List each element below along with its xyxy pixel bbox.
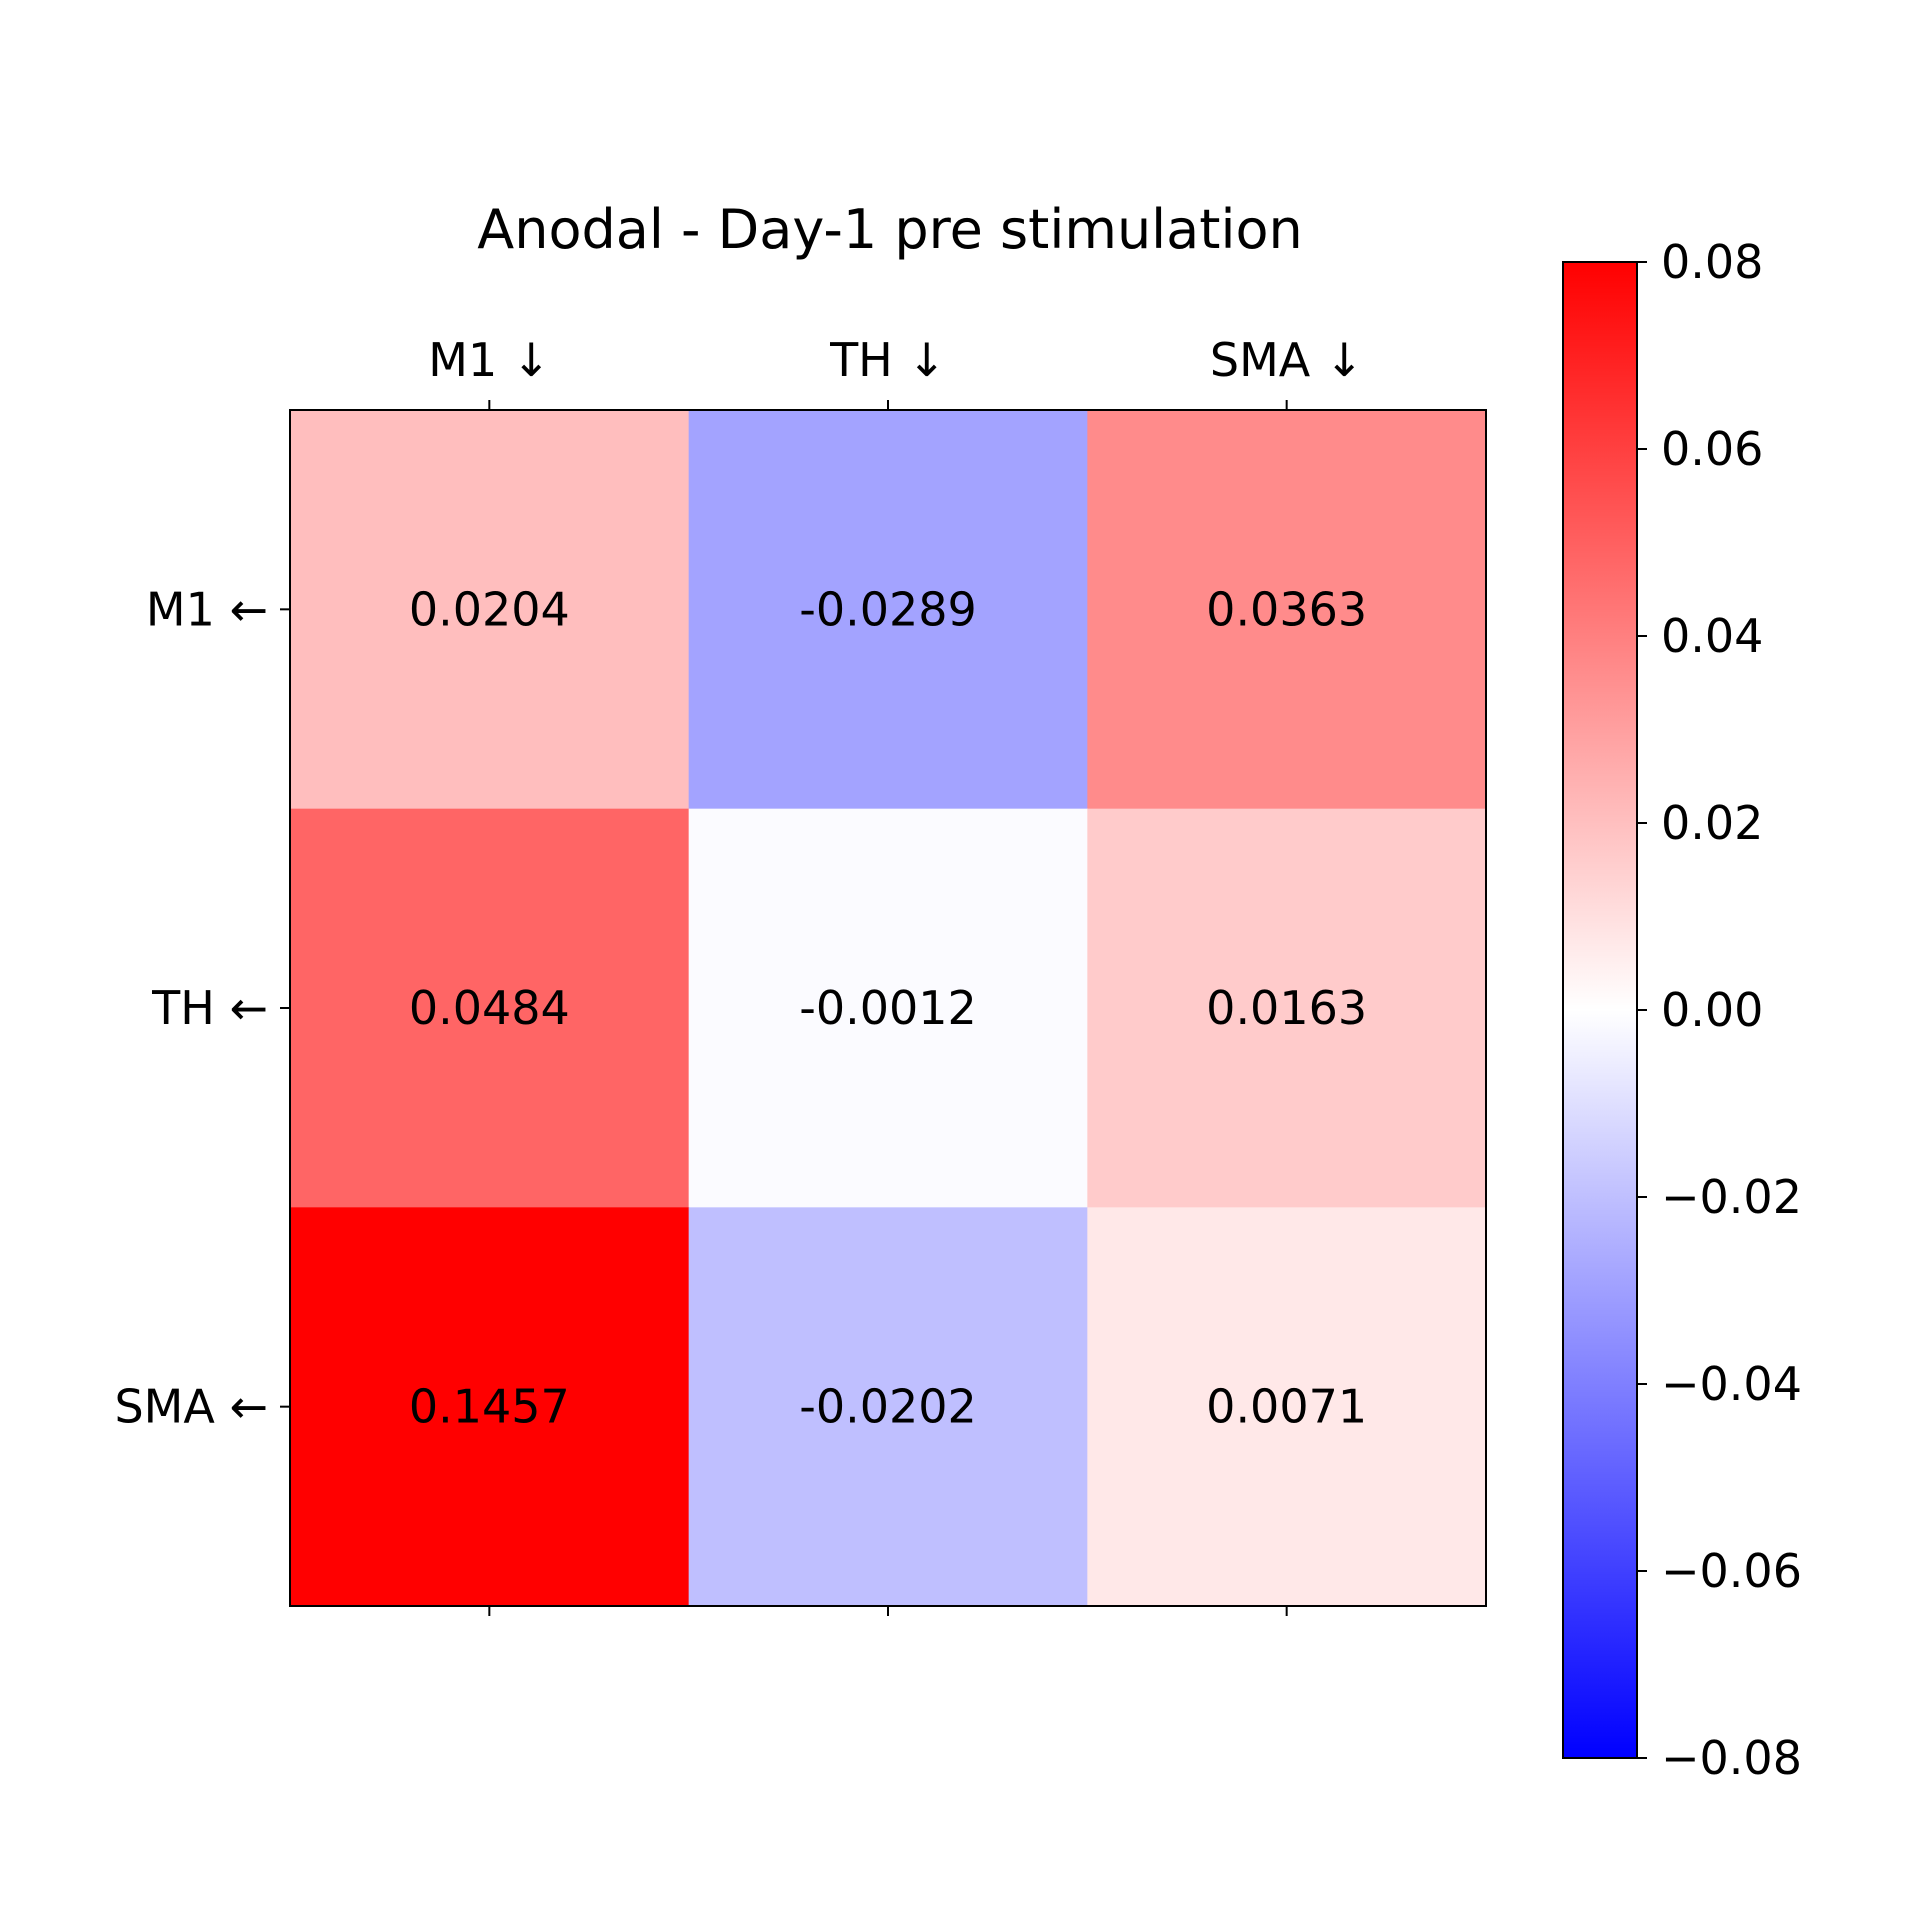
- heatmap-cell: [688, 808, 1088, 1208]
- heatmap-cell: [1087, 410, 1487, 810]
- colorbar-tick-label: 0.02: [1661, 796, 1763, 850]
- heatmap-cell: [290, 410, 690, 810]
- cell-value-label: 0.0204: [409, 582, 570, 636]
- heatmap-cell: [688, 410, 1088, 810]
- heatmap-cell: [1087, 808, 1487, 1208]
- colorbar-ticks: 0.08 0.06 0.04 0.02 0.00 −0.02 −0.04 −0.06 −0.08: [1637, 235, 1802, 1785]
- colorbar-tick-label: −0.04: [1661, 1357, 1802, 1411]
- heatmap-cell: [290, 1207, 690, 1607]
- cell-value-label: -0.0289: [799, 582, 977, 636]
- heatmap-cells: [290, 410, 1487, 1607]
- y-axis: M1 ← TH ← SMA ←: [114, 582, 290, 1434]
- y-tick-label: SMA ←: [114, 1380, 268, 1434]
- heatmap-cell: [688, 1207, 1088, 1607]
- cell-value-label: 0.0363: [1206, 582, 1367, 636]
- chart-title: Anodal - Day-1 pre stimulation: [477, 198, 1302, 261]
- colorbar-tick-label: −0.06: [1661, 1544, 1802, 1598]
- colorbar-tick-label: 0.06: [1661, 422, 1763, 476]
- cell-value-label: 0.1457: [409, 1380, 570, 1434]
- colorbar-tick-label: −0.02: [1661, 1170, 1802, 1224]
- x-axis: M1 ↓ TH ↓ SMA ↓: [428, 333, 1363, 1616]
- heatmap-cell-labels: 0.0204 -0.0289 0.0363 0.0484 -0.0012 0.0163 0.…: [409, 582, 1367, 1433]
- cell-value-label: 0.0071: [1206, 1380, 1367, 1434]
- heatmap-cell: [290, 808, 690, 1208]
- cell-value-label: -0.0012: [799, 981, 977, 1035]
- colorbar-tick-label: 0.00: [1661, 983, 1763, 1037]
- colorbar-tick-label: 0.08: [1661, 235, 1763, 289]
- x-tick-label: M1 ↓: [428, 333, 550, 387]
- colorbar-tick-label: −0.08: [1661, 1731, 1802, 1785]
- cell-value-label: 0.0484: [409, 981, 570, 1035]
- colorbar-tick-label: 0.04: [1661, 609, 1763, 663]
- heatmap-cell: [1087, 1207, 1487, 1607]
- x-tick-label: TH ↓: [829, 333, 946, 387]
- colorbar: [1562, 261, 1638, 1759]
- y-tick-label: M1 ←: [146, 582, 268, 636]
- cell-value-label: -0.0202: [799, 1380, 977, 1434]
- x-tick-label: SMA ↓: [1210, 333, 1364, 387]
- cell-value-label: 0.0163: [1206, 981, 1367, 1035]
- y-tick-label: TH ←: [151, 981, 268, 1035]
